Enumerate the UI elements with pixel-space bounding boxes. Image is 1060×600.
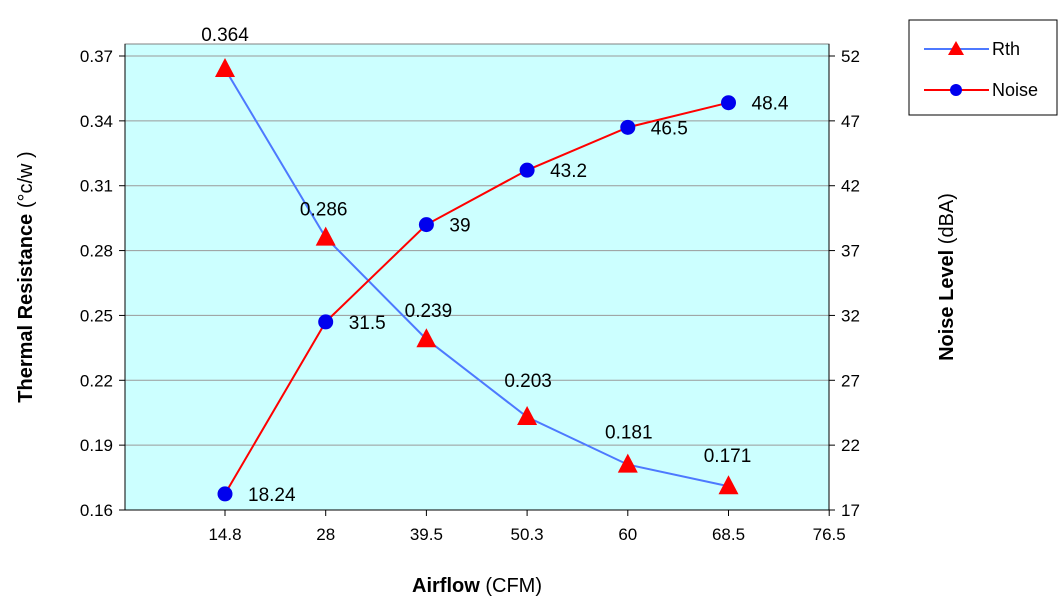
noise-data-label: 48.4 — [752, 94, 789, 115]
rth-point — [416, 328, 437, 348]
rth-data-label: 0.181 — [605, 423, 653, 444]
legend-noise-marker — [950, 84, 962, 96]
right-tick-label: 27 — [841, 371, 860, 390]
y-axis-right-title: Noise Level (dBA) — [936, 193, 958, 361]
x-tick-label: 14.8 — [208, 525, 241, 544]
x-tick-label: 50.3 — [511, 525, 544, 544]
rth-data-label: 0.171 — [704, 446, 752, 467]
x-tick-label: 28 — [316, 525, 335, 544]
left-tick-label: 0.31 — [80, 177, 113, 196]
legend-noise-label: Noise — [992, 80, 1038, 100]
rth-data-label: 0.203 — [504, 371, 552, 392]
rth-point — [215, 57, 235, 77]
right-tick-label: 22 — [841, 436, 860, 455]
right-tick-label: 47 — [841, 112, 860, 131]
series-layer — [215, 57, 739, 502]
x-tick-label: 68.5 — [712, 525, 745, 544]
left-tick-label: 0.28 — [80, 242, 113, 261]
noise-data-label: 46.5 — [651, 118, 688, 139]
noise-data-label: 43.2 — [550, 161, 587, 182]
noise-point — [418, 217, 434, 233]
legend-rth-label: Rth — [992, 39, 1020, 59]
noise-point — [519, 162, 535, 178]
axes: 0.16 0.19 0.22 0.25 0.28 0.31 0.34 0.37 17 22 27 32… — [80, 44, 860, 544]
y-axis-left-title: Thermal Resistance (°c/w ) — [15, 151, 37, 402]
legend-box — [908, 19, 1058, 116]
left-tick-label: 0.16 — [80, 501, 113, 520]
legend: Rth Noise — [908, 19, 1058, 116]
left-tick-label: 0.22 — [80, 371, 113, 390]
noise-line — [224, 101, 729, 495]
noise-point — [217, 486, 233, 502]
x-tick-label: 60 — [618, 525, 637, 544]
left-tick-label: 0.25 — [80, 306, 113, 325]
right-tick-label: 37 — [841, 242, 860, 261]
right-tick-label: 42 — [841, 177, 860, 196]
noise-point — [620, 119, 636, 135]
right-tick-label: 52 — [841, 47, 860, 66]
x-axis-title: Airflow (CFM) — [412, 575, 542, 597]
right-tick-label: 17 — [841, 501, 860, 520]
rth-point — [315, 226, 336, 246]
noise-data-label: 39 — [449, 216, 470, 237]
noise-data-label: 18.24 — [248, 485, 296, 506]
left-tick-label: 0.34 — [80, 112, 113, 131]
data-labels: 0.364 0.286 0.239 0.203 0.181 0.171 18.24 31.5 3… — [201, 25, 789, 506]
rth-point — [718, 475, 739, 495]
rth-point — [517, 406, 538, 426]
noise-point — [318, 314, 334, 330]
noise-point — [721, 95, 736, 111]
noise-data-label: 31.5 — [349, 313, 386, 334]
gridlines — [125, 55, 829, 446]
rth-data-label: 0.239 — [405, 301, 453, 322]
x-tick-label: 76.5 — [813, 525, 846, 544]
rth-point — [617, 453, 638, 473]
plot-area — [124, 43, 830, 511]
right-tick-label: 32 — [841, 306, 860, 325]
legend-rth-marker — [948, 41, 964, 55]
x-tick-label: 39.5 — [410, 525, 443, 544]
left-tick-label: 0.37 — [80, 47, 113, 66]
rth-data-label: 0.286 — [300, 200, 348, 221]
rth-line — [224, 68, 729, 488]
left-tick-label: 0.19 — [80, 436, 113, 455]
rth-data-label: 0.364 — [201, 25, 249, 46]
